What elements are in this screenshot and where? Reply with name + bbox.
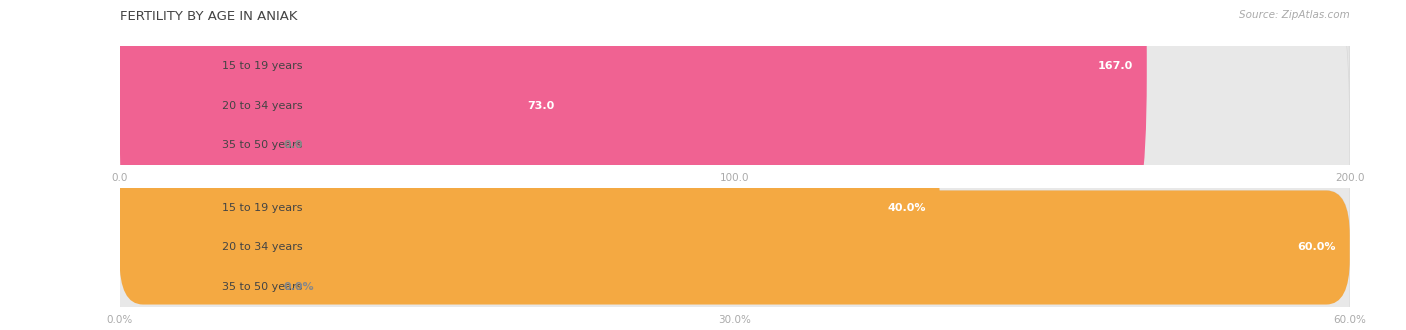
Text: 60.0%: 60.0%	[1298, 243, 1336, 252]
FancyBboxPatch shape	[120, 190, 1350, 305]
Text: 35 to 50 years: 35 to 50 years	[222, 140, 302, 150]
Text: 167.0: 167.0	[1098, 61, 1133, 71]
Text: Source: ZipAtlas.com: Source: ZipAtlas.com	[1239, 10, 1350, 20]
Text: 15 to 19 years: 15 to 19 years	[222, 203, 302, 213]
Text: 15 to 19 years: 15 to 19 years	[222, 61, 302, 71]
FancyBboxPatch shape	[120, 0, 568, 268]
FancyBboxPatch shape	[120, 190, 1350, 305]
Text: FERTILITY BY AGE IN ANIAK: FERTILITY BY AGE IN ANIAK	[120, 10, 297, 23]
Text: 20 to 34 years: 20 to 34 years	[222, 243, 302, 252]
Text: 35 to 50 years: 35 to 50 years	[222, 282, 302, 292]
Text: 73.0: 73.0	[527, 101, 554, 111]
FancyBboxPatch shape	[120, 0, 1147, 228]
Text: 40.0%: 40.0%	[887, 203, 925, 213]
Text: 0.0%: 0.0%	[283, 282, 314, 292]
FancyBboxPatch shape	[120, 151, 1350, 265]
FancyBboxPatch shape	[120, 0, 1350, 228]
Text: 0.0: 0.0	[283, 140, 302, 150]
FancyBboxPatch shape	[120, 0, 1350, 268]
Text: 20 to 34 years: 20 to 34 years	[222, 101, 302, 111]
FancyBboxPatch shape	[120, 0, 1350, 308]
FancyBboxPatch shape	[120, 230, 1350, 330]
FancyBboxPatch shape	[120, 151, 939, 265]
